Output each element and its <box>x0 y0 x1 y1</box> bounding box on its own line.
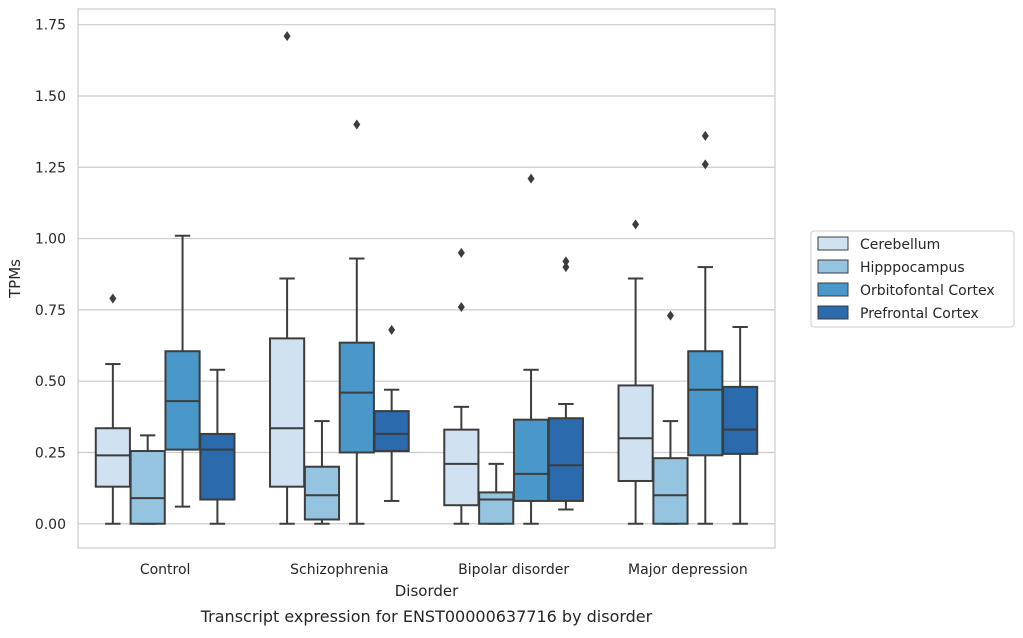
box-mark <box>512 173 550 525</box>
box-mark <box>303 420 341 525</box>
series-group <box>129 310 689 525</box>
series-group <box>164 119 724 525</box>
box-mark <box>652 310 689 525</box>
box-mark <box>94 293 131 525</box>
outlier-point <box>701 159 709 170</box>
legend-label: Cerebellum <box>860 237 940 253</box>
legend-label: Prefrontal Cortex <box>860 306 979 322</box>
iqr-box <box>443 428 480 507</box>
outlier-point <box>109 293 117 304</box>
outlier-point <box>457 247 465 258</box>
outlier-point <box>562 256 570 267</box>
iqr-box <box>547 417 584 502</box>
box-mark <box>338 119 375 525</box>
box-mark <box>478 462 515 525</box>
y-tick-labels: 0.00 0.25 0.50 0.75 1.00 1.25 1.50 1.75 <box>35 18 66 533</box>
y-tick-label: 0.75 <box>35 303 66 319</box>
series-group <box>94 31 654 525</box>
box-mark <box>687 130 724 525</box>
outlier-point <box>632 219 640 230</box>
legend-swatch <box>817 305 849 320</box>
outlier-point <box>283 31 291 42</box>
box-mark <box>617 219 654 525</box>
x-tick-label: Schizophrenia <box>290 562 388 578</box>
y-axis-label: TPMs <box>6 259 24 299</box>
outlier-point <box>388 324 396 335</box>
box-mark <box>164 234 201 508</box>
x-tick-label: Control <box>140 562 191 578</box>
box-mark <box>547 256 584 511</box>
iqr-box <box>652 457 689 525</box>
x-tick-label: Bipolar disorder <box>458 562 569 578</box>
box-mark <box>373 324 410 502</box>
outlier-point <box>457 302 465 313</box>
iqr-box <box>687 350 724 457</box>
iqr-box <box>478 491 515 525</box>
y-tick-label: 1.25 <box>35 160 66 176</box>
outlier-point <box>353 119 361 130</box>
x-tick-labels: Control Schizophrenia Bipolar disorder Majo… <box>140 562 748 578</box>
box-mark <box>129 434 166 525</box>
x-tick-label: Major depression <box>628 562 748 578</box>
box-mark <box>269 31 306 525</box>
iqr-box <box>269 337 306 488</box>
chart-caption: Transcript expression for ENST0000063771… <box>200 607 653 626</box>
outlier-point <box>527 173 535 184</box>
outlier-point <box>562 262 570 273</box>
plot-frame <box>77 8 776 549</box>
iqr-box <box>373 410 410 453</box>
iqr-box <box>199 432 236 501</box>
y-tick-label: 0.50 <box>35 374 66 390</box>
outlier-point <box>666 310 674 321</box>
series-group <box>199 256 759 525</box>
x-axis-label: Disorder <box>395 582 459 600</box>
iqr-box <box>512 418 550 502</box>
y-tick-label: 0.25 <box>35 445 66 461</box>
iqr-box <box>722 385 759 455</box>
iqr-box <box>129 450 166 525</box>
box-series-layer <box>94 31 759 525</box>
box-mark <box>199 368 236 525</box>
outlier-point <box>701 130 709 141</box>
box-mark <box>443 247 480 525</box>
legend-frame <box>810 230 1015 328</box>
legend-swatch <box>817 282 849 297</box>
legend-label: Orbitofontal Cortex <box>860 283 995 299</box>
iqr-box <box>617 384 654 482</box>
legend: Cerebellum Hipppocampus Orbitofontal Corte… <box>810 230 1015 328</box>
iqr-box <box>338 341 375 454</box>
iqr-box <box>303 465 341 521</box>
legend-label: Hipppocampus <box>860 260 965 276</box>
legend-swatch <box>817 259 849 274</box>
box-mark <box>722 325 759 525</box>
legend-swatch <box>817 236 849 251</box>
y-tick-label: 1.50 <box>35 89 66 105</box>
iqr-box <box>94 427 131 488</box>
y-tick-label: 1.00 <box>35 232 66 248</box>
y-tick-label: 1.75 <box>35 18 66 34</box>
y-tick-label: 0.00 <box>35 517 66 533</box>
